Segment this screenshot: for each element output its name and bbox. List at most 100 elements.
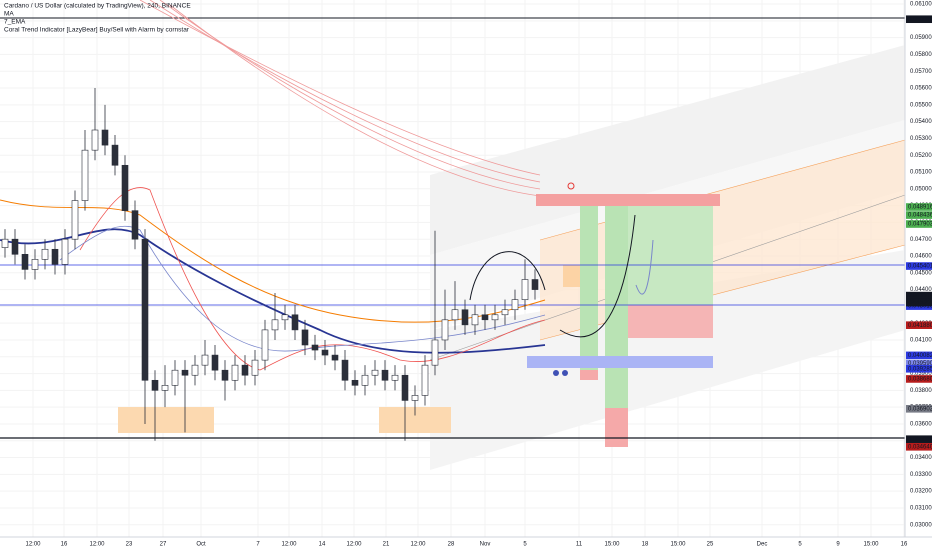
candle-body <box>41 248 49 260</box>
x-tick-label: 12:00 <box>410 542 426 548</box>
price-label-bg <box>906 364 932 373</box>
candle-body <box>471 314 479 326</box>
marker <box>567 182 575 190</box>
candle-body <box>1 238 9 248</box>
price-label-bg <box>906 375 932 383</box>
ma-line <box>149 0 541 183</box>
candle-body <box>441 319 449 341</box>
price-label-bg <box>906 435 932 443</box>
price-label: 0.060096 <box>908 17 932 23</box>
x-tick-label: 28 <box>448 542 455 548</box>
stop-box <box>580 370 598 380</box>
projection <box>469 251 546 301</box>
candle-body <box>281 314 289 321</box>
candle-body <box>111 144 119 166</box>
x-tick-label: 21 <box>383 542 390 548</box>
candle-body <box>241 364 249 376</box>
candle-body <box>411 395 419 401</box>
price-label-bg <box>906 405 932 413</box>
price-label: 0.040082 <box>908 353 932 359</box>
x-tick-label: 16 <box>61 542 68 548</box>
x-tick-label: 15:00 <box>863 542 879 548</box>
indicator-name: MA <box>4 11 14 18</box>
candle-body <box>191 364 199 376</box>
countdown-bg <box>906 298 932 307</box>
candle-body <box>461 309 469 326</box>
x-tick-label: 5 <box>798 542 802 548</box>
candle-body <box>171 369 179 386</box>
price-label: 0.038680 <box>908 377 932 383</box>
candle-body <box>361 374 369 386</box>
candle-body <box>151 379 159 391</box>
price-label: 0.043641 <box>908 293 932 299</box>
symbol-title: Cardano / US Dollar (calculated by Tradi… <box>4 3 191 10</box>
ma-line <box>139 0 541 176</box>
price-label: 0.048916 <box>908 205 932 211</box>
support-zone <box>118 407 214 433</box>
price-label: 0.045401 <box>908 264 932 270</box>
price-label: 0.039285 <box>908 366 932 372</box>
blue-zone <box>527 356 713 368</box>
x-tick-label: 7 <box>256 542 260 548</box>
x-tick-label: 14 <box>319 542 326 548</box>
candle-body <box>511 299 519 311</box>
projection <box>559 214 636 338</box>
price-label-bg <box>906 262 932 270</box>
candle-body <box>341 359 349 381</box>
candle-body <box>81 149 89 201</box>
candle-body <box>91 129 99 151</box>
candle-body <box>351 379 359 386</box>
indicator-name: Coral Trend Indicator [LazyBear] Buy/Sel… <box>4 27 190 34</box>
price-label-bg <box>906 351 932 360</box>
drawings <box>0 0 906 470</box>
candle-body <box>141 238 149 381</box>
price-label-bg <box>906 291 932 300</box>
candle-body <box>161 385 169 391</box>
x-tick-label: 15:00 <box>604 542 620 548</box>
indicator-name: 7_EMA <box>4 19 26 26</box>
candle-body <box>481 314 489 321</box>
price-label: 0.035093 <box>908 437 932 443</box>
y-tick-label: 0.061000 <box>910 2 932 8</box>
price-label-bg <box>906 359 932 368</box>
target-box <box>580 206 598 370</box>
candle-body <box>71 200 79 240</box>
candle-body <box>521 279 529 300</box>
price-label: 0.041880 <box>908 323 932 329</box>
candle-body <box>271 319 279 331</box>
candle-body <box>371 369 379 376</box>
x-tick-label: 27 <box>160 542 167 548</box>
price-label: 0.039590 <box>908 361 932 367</box>
countdown: 02:45:22 <box>908 300 932 306</box>
candle-body <box>11 238 19 255</box>
channel-edge <box>539 139 906 241</box>
x-tick-label: Oct <box>196 542 206 548</box>
x-tick-label: Dec <box>757 542 768 548</box>
candle-body <box>261 329 269 361</box>
candle-body <box>131 210 139 240</box>
candle-body <box>251 359 259 376</box>
x-tick-label: 12:00 <box>346 542 362 548</box>
x-tick-label: 5 <box>523 542 527 548</box>
candle-body <box>231 364 239 381</box>
price-label: 0.036902 <box>908 406 932 412</box>
price-label-bg <box>906 443 932 451</box>
